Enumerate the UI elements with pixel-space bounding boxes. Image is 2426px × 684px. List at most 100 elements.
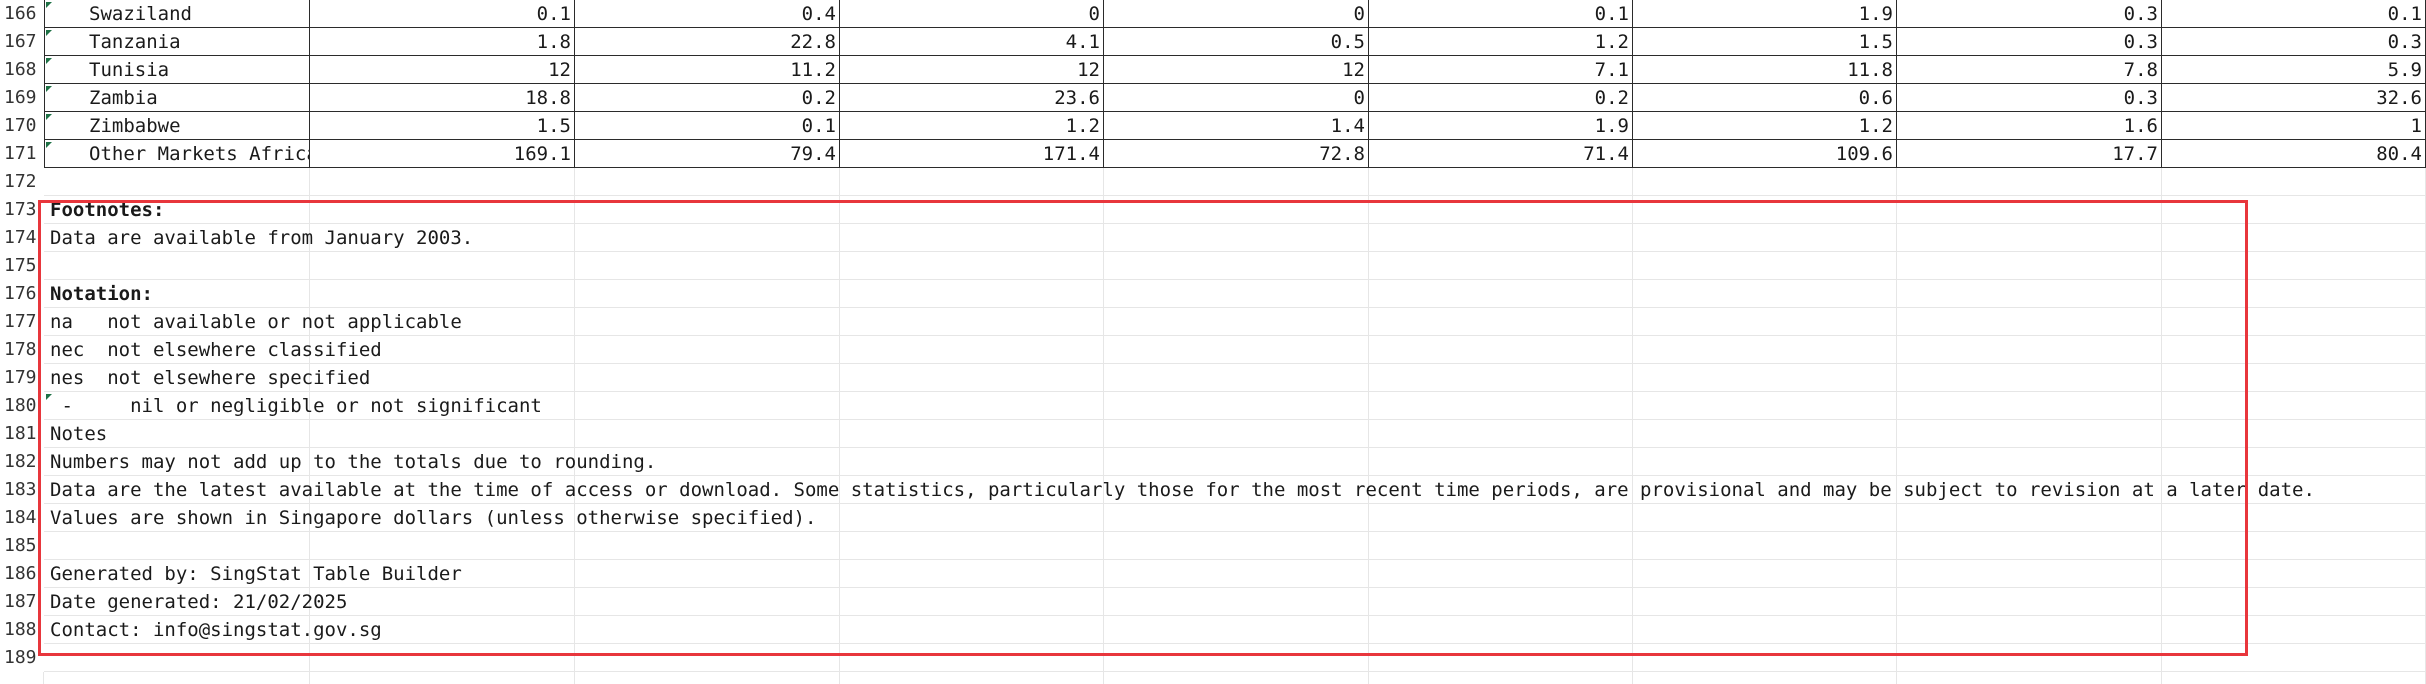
row-number[interactable]: 182 bbox=[0, 448, 44, 476]
note-text[interactable]: Contact: info@singstat.gov.sg bbox=[50, 619, 382, 641]
row-number[interactable]: 183 bbox=[0, 476, 44, 504]
value-cell[interactable]: 18.8 bbox=[310, 84, 575, 112]
row-number[interactable]: 184 bbox=[0, 504, 44, 532]
value-cell[interactable]: 1.6 bbox=[1897, 112, 2162, 140]
note-heading[interactable]: Footnotes: bbox=[50, 199, 165, 221]
row-number[interactable]: 188 bbox=[0, 616, 44, 644]
value-cell[interactable]: 0.3 bbox=[2162, 28, 2426, 56]
note-text[interactable]: - nil or negligible or not significant bbox=[50, 395, 542, 417]
value-cell[interactable]: 1.5 bbox=[310, 112, 575, 140]
value-cell[interactable]: 1.2 bbox=[1633, 112, 1897, 140]
value-cell[interactable]: 12 bbox=[840, 56, 1104, 84]
value-cell[interactable]: 0.1 bbox=[1369, 0, 1633, 28]
value-cell[interactable]: 1.4 bbox=[1104, 112, 1369, 140]
row-number[interactable]: 169 bbox=[0, 84, 44, 112]
country-cell[interactable]: Other Markets Africa bbox=[44, 140, 310, 168]
country-cell[interactable]: Zambia bbox=[44, 84, 310, 112]
note-text[interactable]: Date generated: 21/02/2025 bbox=[50, 591, 348, 613]
value-cell[interactable]: 1.8 bbox=[310, 28, 575, 56]
value-cell[interactable]: 11.8 bbox=[1633, 56, 1897, 84]
row-number[interactable]: 179 bbox=[0, 364, 44, 392]
country-cell[interactable]: Tunisia bbox=[44, 56, 310, 84]
row-number[interactable]: 170 bbox=[0, 112, 44, 140]
value-cell[interactable]: 0.5 bbox=[1104, 28, 1369, 56]
value-cell[interactable]: 1.2 bbox=[840, 112, 1104, 140]
value-cell[interactable]: 17.7 bbox=[1897, 140, 2162, 168]
note-text[interactable]: Data are available from January 2003. bbox=[50, 227, 474, 249]
row-number[interactable]: 174 bbox=[0, 224, 44, 252]
note-text[interactable]: nes not elsewhere specified bbox=[50, 367, 371, 389]
row-number[interactable]: 168 bbox=[0, 56, 44, 84]
value-cell[interactable]: 0.2 bbox=[575, 84, 840, 112]
note-heading[interactable]: Notation: bbox=[50, 283, 153, 305]
row-number[interactable]: 178 bbox=[0, 336, 44, 364]
row-number[interactable]: 186 bbox=[0, 560, 44, 588]
value-cell[interactable]: 0.4 bbox=[575, 0, 840, 28]
value-cell[interactable]: 0.3 bbox=[1897, 28, 2162, 56]
column-gridline bbox=[2161, 0, 2162, 684]
value-cell[interactable]: 79.4 bbox=[575, 140, 840, 168]
value-cell[interactable]: 1.2 bbox=[1369, 28, 1633, 56]
text-format-indicator bbox=[46, 58, 52, 64]
value-cell[interactable]: 1.5 bbox=[1633, 28, 1897, 56]
value-cell[interactable]: 80.4 bbox=[2162, 140, 2426, 168]
value-cell[interactable]: 0.2 bbox=[1369, 84, 1633, 112]
row-number[interactable]: 175 bbox=[0, 252, 44, 280]
country-cell[interactable]: Zimbabwe bbox=[44, 112, 310, 140]
note-text[interactable]: Notes bbox=[50, 423, 108, 445]
country-cell[interactable]: Tanzania bbox=[44, 28, 310, 56]
value-cell[interactable]: 1.9 bbox=[1369, 112, 1633, 140]
row-number[interactable]: 173 bbox=[0, 196, 44, 224]
note-text[interactable]: Generated by: SingStat Table Builder bbox=[50, 563, 462, 585]
value-cell[interactable]: 0 bbox=[1104, 0, 1369, 28]
row-gridline bbox=[44, 559, 2426, 560]
row-number[interactable]: 172 bbox=[0, 168, 44, 196]
row-number[interactable]: 187 bbox=[0, 588, 44, 616]
row-gridline bbox=[44, 363, 2426, 364]
value-cell[interactable]: 22.8 bbox=[575, 28, 840, 56]
row-number[interactable]: 180 bbox=[0, 392, 44, 420]
row-number[interactable]: 166 bbox=[0, 0, 44, 28]
note-text[interactable]: Numbers may not add up to the totals due… bbox=[50, 451, 657, 473]
value-cell[interactable]: 4.1 bbox=[840, 28, 1104, 56]
row-gridline bbox=[44, 223, 2426, 224]
value-cell[interactable]: 11.2 bbox=[575, 56, 840, 84]
value-cell[interactable]: 7.1 bbox=[1369, 56, 1633, 84]
sheet-row: 188 Contact: info@singstat.gov.sg bbox=[0, 616, 2426, 644]
text-format-indicator bbox=[46, 114, 52, 120]
row-number[interactable]: 177 bbox=[0, 308, 44, 336]
note-text[interactable]: Values are shown in Singapore dollars (u… bbox=[50, 507, 817, 529]
value-cell[interactable]: 72.8 bbox=[1104, 140, 1369, 168]
value-cell[interactable]: 12 bbox=[1104, 56, 1369, 84]
row-number[interactable]: 176 bbox=[0, 280, 44, 308]
value-cell[interactable]: 0.3 bbox=[1897, 84, 2162, 112]
value-cell[interactable]: 32.6 bbox=[2162, 84, 2426, 112]
row-number[interactable]: 171 bbox=[0, 140, 44, 168]
value-cell[interactable]: 171.4 bbox=[840, 140, 1104, 168]
value-cell[interactable]: 5.9 bbox=[2162, 56, 2426, 84]
note-text[interactable]: nec not elsewhere classified bbox=[50, 339, 382, 361]
value-cell[interactable]: 71.4 bbox=[1369, 140, 1633, 168]
value-cell[interactable]: 169.1 bbox=[310, 140, 575, 168]
row-number[interactable]: 181 bbox=[0, 420, 44, 448]
note-text[interactable]: Data are the latest available at the tim… bbox=[50, 479, 2315, 501]
value-cell[interactable]: 0.1 bbox=[2162, 0, 2426, 28]
note-text[interactable]: na not available or not applicable bbox=[50, 311, 462, 333]
country-cell[interactable]: Swaziland bbox=[44, 0, 310, 28]
value-cell[interactable]: 0.1 bbox=[575, 112, 840, 140]
value-cell[interactable]: 0.3 bbox=[1897, 0, 2162, 28]
value-cell[interactable]: 7.8 bbox=[1897, 56, 2162, 84]
value-cell[interactable]: 1.9 bbox=[1633, 0, 1897, 28]
value-cell[interactable]: 0 bbox=[1104, 84, 1369, 112]
value-cell[interactable]: 0.6 bbox=[1633, 84, 1897, 112]
value-cell[interactable]: 23.6 bbox=[840, 84, 1104, 112]
row-number[interactable]: 189 bbox=[0, 644, 44, 672]
value-cell[interactable]: 12 bbox=[310, 56, 575, 84]
value-cell[interactable]: 1 bbox=[2162, 112, 2426, 140]
value-cell[interactable]: 0.1 bbox=[310, 0, 575, 28]
row-number[interactable]: 185 bbox=[0, 532, 44, 560]
value-cell[interactable]: 0 bbox=[840, 0, 1104, 28]
row-number[interactable]: 167 bbox=[0, 28, 44, 56]
value-cell[interactable]: 109.6 bbox=[1633, 140, 1897, 168]
